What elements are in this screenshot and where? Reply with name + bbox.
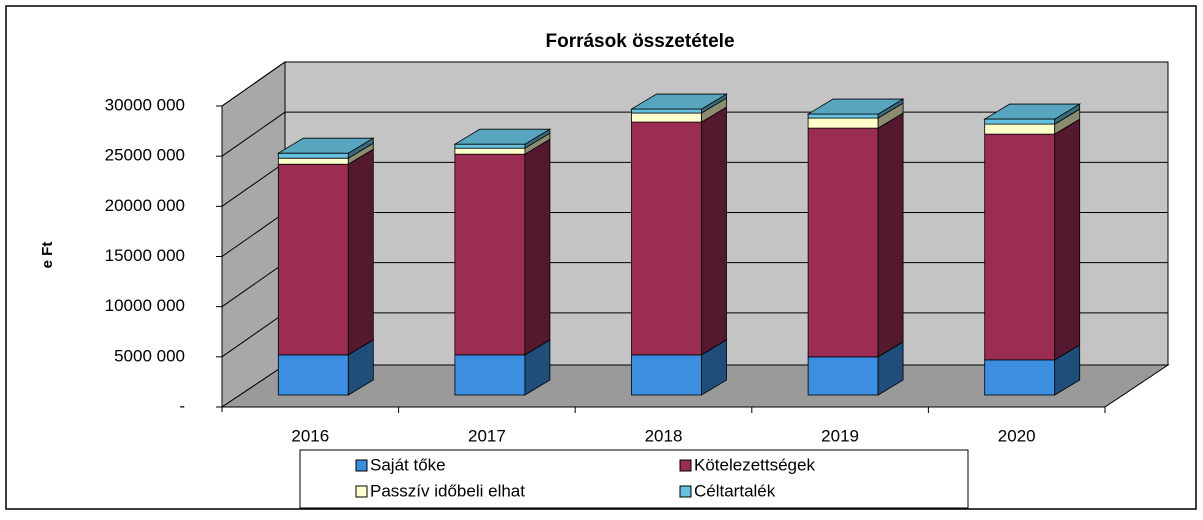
bar-segment [984,123,1056,135]
bar-side [701,106,727,356]
y-tick-label: 25000 000 [105,146,185,165]
bar-segment [984,118,1056,125]
bar-segment [807,356,879,396]
bar-segment [984,359,1056,396]
y-tick-label: 20000 000 [105,196,185,215]
bar-segment [807,113,879,119]
bar-segment [277,152,349,159]
bar-segment [454,354,526,396]
legend-label: Passzív időbeli elhat [370,481,525,500]
bar-segment [807,117,879,129]
bar-top [983,103,1082,120]
legend-label: Saját tőke [370,455,446,474]
y-tick-label: 15000 000 [105,246,185,265]
bar-segment [984,133,1056,361]
x-tick-label: 2017 [468,426,506,445]
bar-side [1054,118,1081,361]
chart-title: Források összetétele [545,31,734,52]
bar-side [877,112,904,358]
bar-top [453,128,552,145]
legend [299,449,969,509]
legend-swatch [679,485,692,498]
x-tick-label: 2020 [998,426,1036,445]
bar-segment [454,143,526,149]
y-axis-title: e Ft [39,242,56,269]
legend-swatch [355,485,368,498]
bar-top [630,93,728,110]
bar-top [276,137,375,154]
legend-swatch [679,459,692,472]
bar-segment [631,354,702,396]
legend-label: Céltartalék [694,481,776,500]
grid-line [221,61,1168,107]
y-tick-label: - [179,396,185,415]
bar-segment [631,121,702,356]
bar-side [347,148,374,356]
bar-segment [807,127,879,358]
x-tick-label: 2016 [291,426,329,445]
bar-segment [454,147,526,155]
bar-segment [454,153,526,356]
bar-segment [631,108,702,114]
x-tick-label: 2019 [821,426,859,445]
y-tick-label: 10000 000 [105,296,185,315]
legend-label: Kötelezettségek [694,455,815,474]
bar-segment [277,163,349,356]
bar-side [524,138,551,356]
y-tick-label: 30000 000 [105,95,185,114]
y-tick-label: 5000 000 [114,346,185,365]
bar-segment [631,112,702,123]
bar-segment [277,354,349,396]
legend-swatch [355,459,368,472]
bar-top [806,98,905,115]
x-tick-label: 2018 [645,426,683,445]
bar-segment [277,157,349,165]
